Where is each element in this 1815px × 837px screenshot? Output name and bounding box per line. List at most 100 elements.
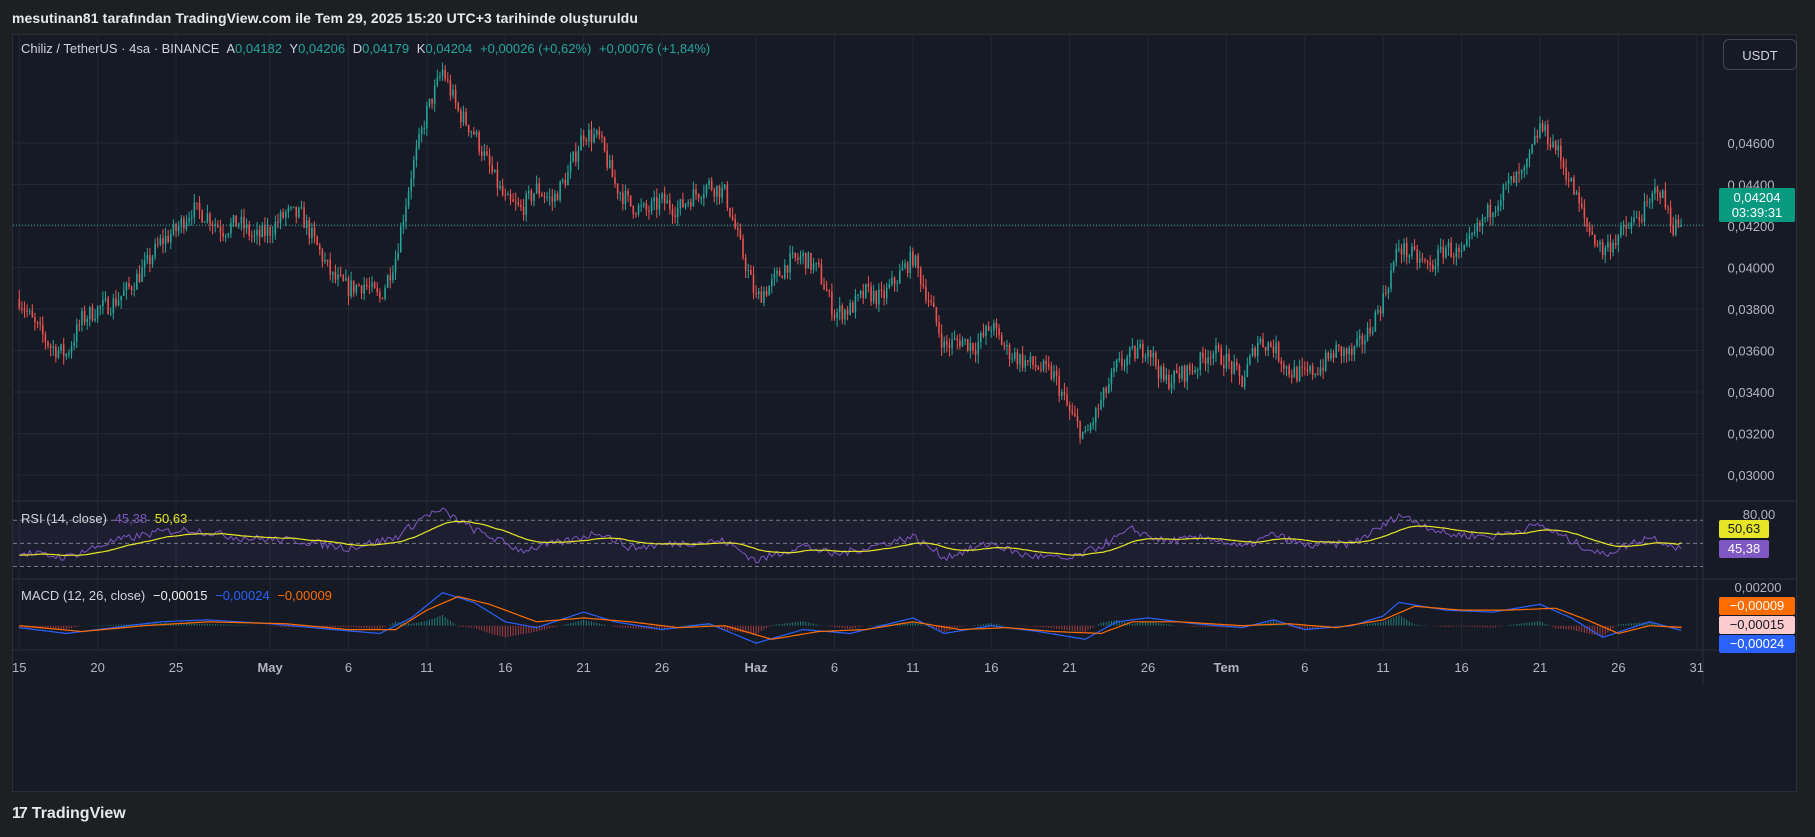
candle xyxy=(219,219,222,242)
macd-legend[interactable]: MACD (12, 26, close) −0,00015 −0,00024 −… xyxy=(21,588,336,603)
candle xyxy=(1165,367,1168,385)
candle-body xyxy=(580,135,582,151)
candle xyxy=(878,283,880,312)
candle-body xyxy=(917,255,919,269)
candle-body xyxy=(1450,242,1452,257)
candle xyxy=(1311,362,1314,380)
candle xyxy=(1217,342,1220,353)
candle xyxy=(1609,234,1612,260)
candle xyxy=(520,199,522,212)
candle-body xyxy=(891,277,893,285)
candle-body xyxy=(1549,144,1552,148)
candle-body xyxy=(112,298,115,314)
candle xyxy=(83,305,86,326)
candle xyxy=(188,211,190,226)
candle xyxy=(1588,221,1591,237)
candle xyxy=(1317,366,1319,376)
candle xyxy=(1612,239,1614,257)
candle-body xyxy=(1533,135,1536,145)
candle-body xyxy=(794,252,797,258)
candle xyxy=(107,295,109,315)
candle-body xyxy=(1437,249,1439,267)
candle xyxy=(133,282,136,297)
symbol-title[interactable]: Chiliz / TetherUS · 4sa · BINANCE xyxy=(21,41,220,56)
candle xyxy=(1228,348,1230,370)
candle-body xyxy=(243,216,245,229)
chart-frame[interactable]: 0,04600 0,04400 0,04200 0,04000 0,03800 0,036… xyxy=(12,34,1798,793)
candle xyxy=(1452,252,1455,265)
candle-body xyxy=(773,273,776,280)
candle xyxy=(938,315,940,338)
candle xyxy=(1293,359,1296,378)
candle-body xyxy=(1484,217,1486,219)
candle-body xyxy=(162,238,164,245)
candle-body xyxy=(23,308,26,311)
candle-body xyxy=(1121,358,1123,366)
candle xyxy=(473,127,475,136)
candle xyxy=(666,194,669,204)
candle-body xyxy=(1134,346,1136,359)
candle xyxy=(311,222,313,244)
candle-body xyxy=(901,267,904,271)
candle xyxy=(632,205,635,219)
candle xyxy=(823,277,825,291)
candle-body xyxy=(206,213,209,222)
candle xyxy=(930,294,932,306)
candle xyxy=(1238,363,1241,385)
candle xyxy=(483,144,486,161)
candle-body xyxy=(972,343,974,351)
candle xyxy=(410,170,412,200)
candle-body xyxy=(1063,392,1066,395)
candle-body xyxy=(938,322,940,334)
footer-brand[interactable]: 17 TradingView xyxy=(12,805,126,823)
candle xyxy=(1008,342,1011,367)
candle xyxy=(1617,233,1620,253)
candle-body xyxy=(1118,358,1121,361)
candle xyxy=(637,203,640,217)
candle-body xyxy=(337,274,339,280)
candle xyxy=(1646,194,1648,207)
candle-body xyxy=(969,343,972,351)
candle-body xyxy=(593,134,595,143)
candle-body xyxy=(703,193,705,199)
candle-body xyxy=(146,254,149,261)
chart-canvas[interactable]: 0,046000,044000,042000,040000,038000,036… xyxy=(13,35,1798,793)
candle-body xyxy=(1387,289,1390,294)
currency-button[interactable]: USDT xyxy=(1723,39,1797,70)
candle-body xyxy=(1343,348,1345,357)
candle-body xyxy=(1625,225,1627,229)
candle xyxy=(329,252,331,281)
candle-body xyxy=(1499,200,1502,206)
rsi-legend[interactable]: RSI (14, close) 45,38 50,63 xyxy=(21,511,191,526)
candle xyxy=(580,128,582,151)
candle-body xyxy=(1578,192,1580,204)
candle xyxy=(462,105,465,127)
candle-body xyxy=(742,238,744,258)
candle-body xyxy=(601,135,603,138)
candle xyxy=(478,130,480,156)
candle xyxy=(859,289,862,299)
candle-body xyxy=(1565,167,1567,180)
candle xyxy=(645,199,648,217)
candle-body xyxy=(1196,369,1199,371)
macd-title[interactable]: MACD (12, 26, close) xyxy=(21,588,146,603)
candle xyxy=(31,304,34,318)
candle xyxy=(517,197,520,207)
candle xyxy=(507,191,509,196)
symbol-legend[interactable]: Chiliz / TetherUS · 4sa · BINANCE A0,041… xyxy=(21,41,714,56)
candle xyxy=(1635,211,1638,219)
price-tick-label: 0,04000 xyxy=(1728,261,1775,276)
candle xyxy=(1536,129,1539,143)
candle-body xyxy=(661,193,663,199)
candle-body xyxy=(820,264,823,285)
candle xyxy=(695,183,697,201)
rsi-title[interactable]: RSI (14, close) xyxy=(21,511,107,526)
candle xyxy=(49,343,52,357)
candle-body xyxy=(1447,242,1450,248)
candle-body xyxy=(507,194,509,196)
macd-hist-tag: −0,00015 xyxy=(1719,616,1795,634)
candle xyxy=(590,120,593,152)
candle-body xyxy=(1189,365,1191,371)
candle xyxy=(1361,332,1364,354)
candle xyxy=(1256,335,1259,363)
